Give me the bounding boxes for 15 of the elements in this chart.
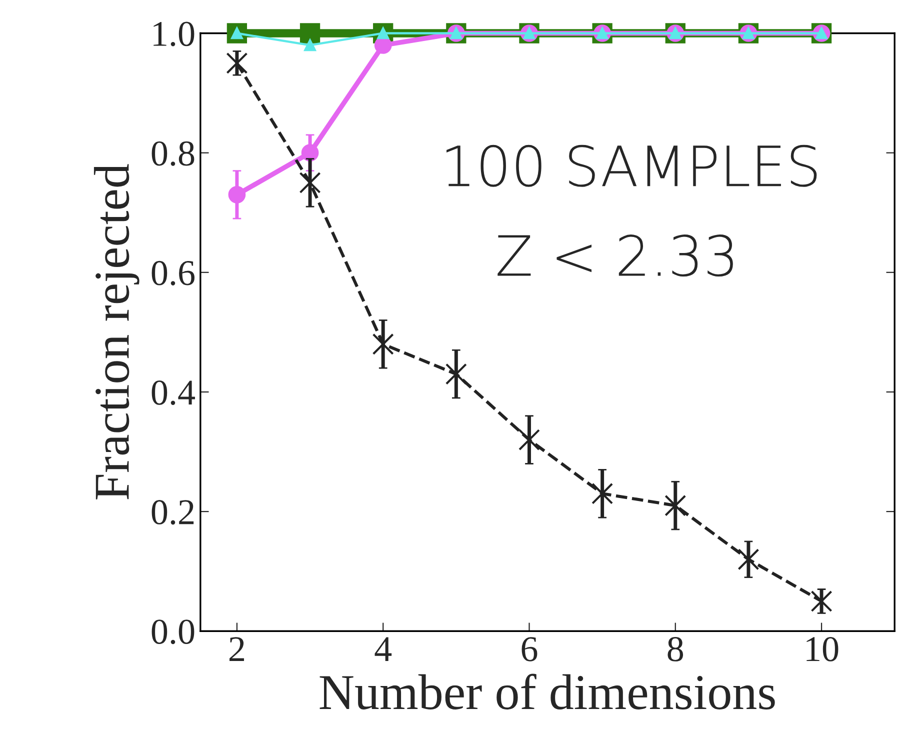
x-axis-title: Number of dimensions (320, 674, 775, 710)
y-tick-label: 0.8 (152, 141, 194, 166)
y-tick-label: 0.0 (152, 620, 194, 644)
annotation: Z < 2.33 (498, 234, 733, 277)
annotation: 100 SAMPLES (446, 144, 817, 187)
x-tick-label: 6 (522, 637, 538, 662)
x-tick-label: 2 (230, 637, 244, 662)
x-tick-label: 4 (374, 637, 392, 662)
y-tick-label: 0.6 (152, 260, 194, 286)
x-tick-label: 10 (806, 637, 838, 662)
y-tick-label: 1.0 (154, 22, 194, 46)
y-axis-title: Fraction rejected (94, 164, 140, 500)
y-tick-label: 0.4 (152, 380, 195, 406)
y-tick-label: 0.2 (152, 500, 194, 525)
x-tick-label: 8 (668, 637, 684, 662)
